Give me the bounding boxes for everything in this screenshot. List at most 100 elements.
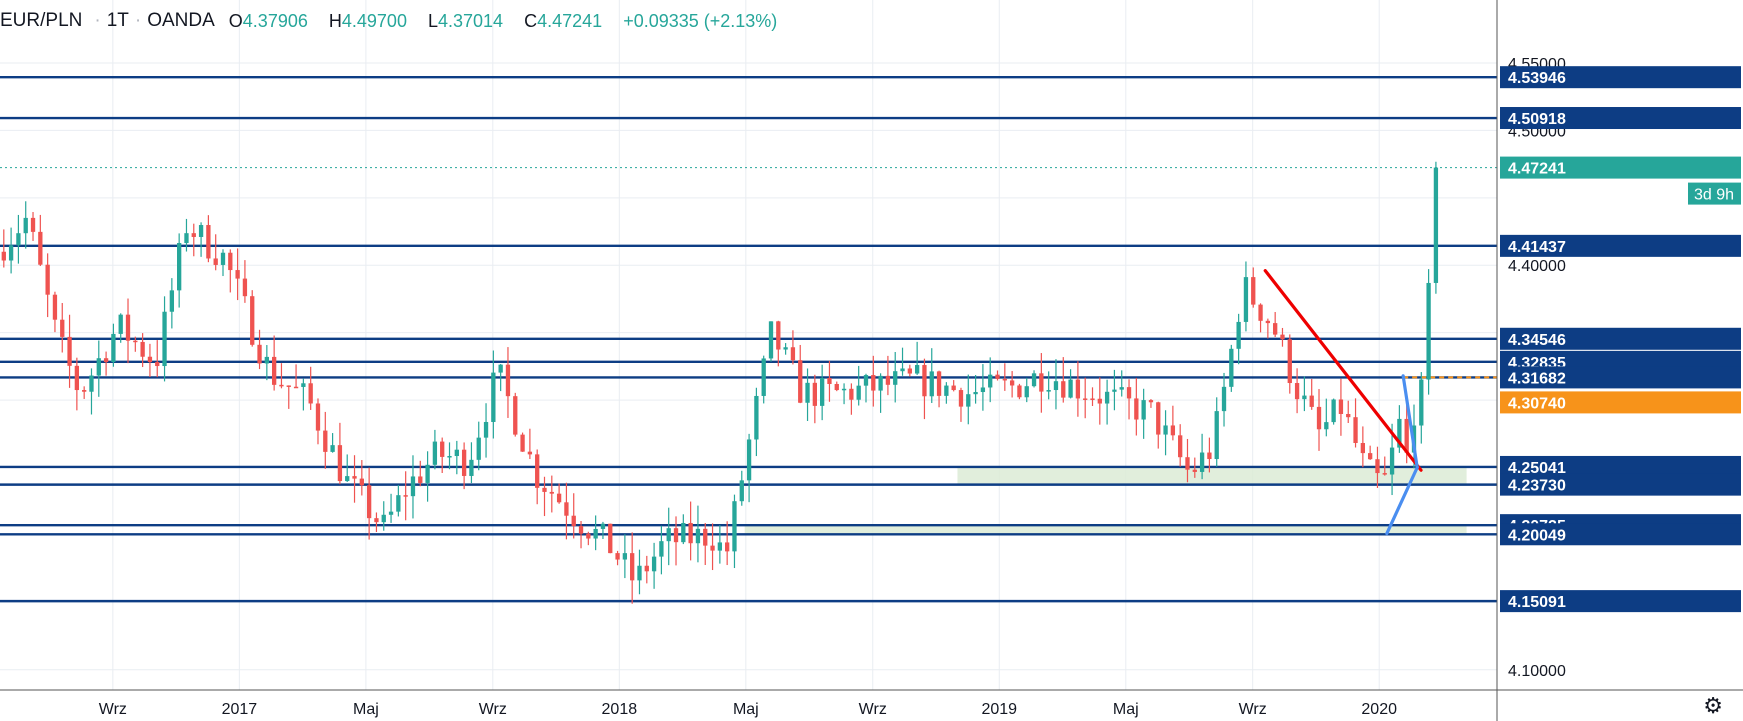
candle-down [615,553,620,560]
candle-down [922,365,927,397]
candle-down [907,368,912,374]
candle-down [527,451,533,455]
candlesticks[interactable] [1,161,1439,604]
candle-up [841,388,847,391]
candle-up [980,387,986,393]
candle-down [834,383,839,391]
time-axis[interactable]: Wrz 2017 Maj Wrz 2018 Maj Wrz 2019 Maj Wrz 2020 [99,701,1397,718]
red-trendline [1263,269,1423,472]
candle-down [542,487,547,492]
separator-dot: · [94,10,101,31]
support-zone [744,525,1467,535]
candle-up [1104,391,1110,404]
candle-up [1119,387,1124,390]
candle-up [914,365,920,374]
candle-down [250,296,255,345]
candle-down [1075,379,1081,399]
price-tag-label: 4.15091 [1508,594,1566,611]
candle-down [1309,395,1314,407]
candle-down [213,258,218,265]
price-tag [1500,473,1741,496]
candle-up [1243,277,1249,322]
candle-down [279,384,284,387]
candle-down [564,502,569,516]
candle-up [198,225,204,237]
high-value: 4.49700 [341,10,407,31]
candle-up [966,394,971,407]
candle-up [111,333,116,363]
legend-header: EUR/PLN · 1T · OANDA O4.37906 H4.49700 L… [0,8,785,34]
symbol-name[interactable]: EUR/PLN [0,10,83,31]
candle-down [103,358,109,363]
candle-up [1024,386,1029,398]
candle-down [418,476,423,483]
price-tag [1500,234,1741,257]
candle-down [323,430,328,452]
candle-up [805,382,810,403]
interval-label[interactable]: 1T [106,10,129,31]
candle-up [177,243,182,291]
low-value: 4.37014 [438,10,504,31]
candle-down [155,362,160,367]
candle-down [1039,373,1044,392]
source-label: OANDA [147,10,215,31]
candle-down [885,375,891,385]
candle-down [995,374,1000,379]
price-tag [1500,590,1741,613]
candle-up [16,233,21,246]
candle-down [1280,334,1285,340]
candle-down [578,526,584,534]
candle-up [1236,321,1241,349]
candle-down [60,319,65,337]
candle-down [1294,383,1300,400]
time-tick-label: 2020 [1361,701,1397,718]
ohlc-readout: O4.37906 H4.49700 L4.37014 C4.47241 +0.0… [228,10,778,31]
candle-down [125,314,131,341]
price-tag-label: 4.53946 [1508,70,1566,87]
price-tag [1500,327,1741,350]
candle-up [1331,399,1336,423]
candle-down [630,553,635,581]
candle-up [476,437,481,460]
candle-up [929,371,934,397]
candle-down [1126,387,1132,399]
candle-down [1148,400,1154,403]
candle-down [228,252,233,271]
candle-up [169,290,175,312]
candle-down [827,377,832,384]
candle-down [337,445,343,482]
candle-down [1090,398,1095,400]
candle-up [483,421,489,438]
gear-icon[interactable]: ⚙ [1703,693,1723,718]
candle-up [863,375,869,386]
candle-up [856,385,861,400]
candle-up [651,556,657,572]
candle-down [1009,380,1015,386]
chart-grid [0,0,1497,690]
candle-up [1112,389,1117,392]
candle-up [454,449,459,457]
candle-down [776,321,781,350]
candle-down [513,396,518,435]
candle-down [1346,413,1351,418]
candle-down [1338,399,1344,414]
horizontal-levels [0,75,1497,603]
candle-down [1192,469,1197,472]
candle-up [973,392,978,395]
time-tick-label: Wrz [859,701,887,718]
price-tag-label: 4.23730 [1508,478,1566,495]
candle-down [1353,417,1358,444]
candle-down [286,385,291,387]
candle-down [1097,398,1102,404]
candle-down [1185,457,1190,470]
candle-up [264,356,269,364]
open-value: 4.37906 [242,10,308,31]
price-tag-label: 4.20049 [1508,527,1566,544]
candle-up [1053,381,1059,391]
candle-up [1163,425,1168,435]
candle-up [410,476,416,497]
candle-down [1178,435,1183,458]
candle-down [586,533,591,539]
